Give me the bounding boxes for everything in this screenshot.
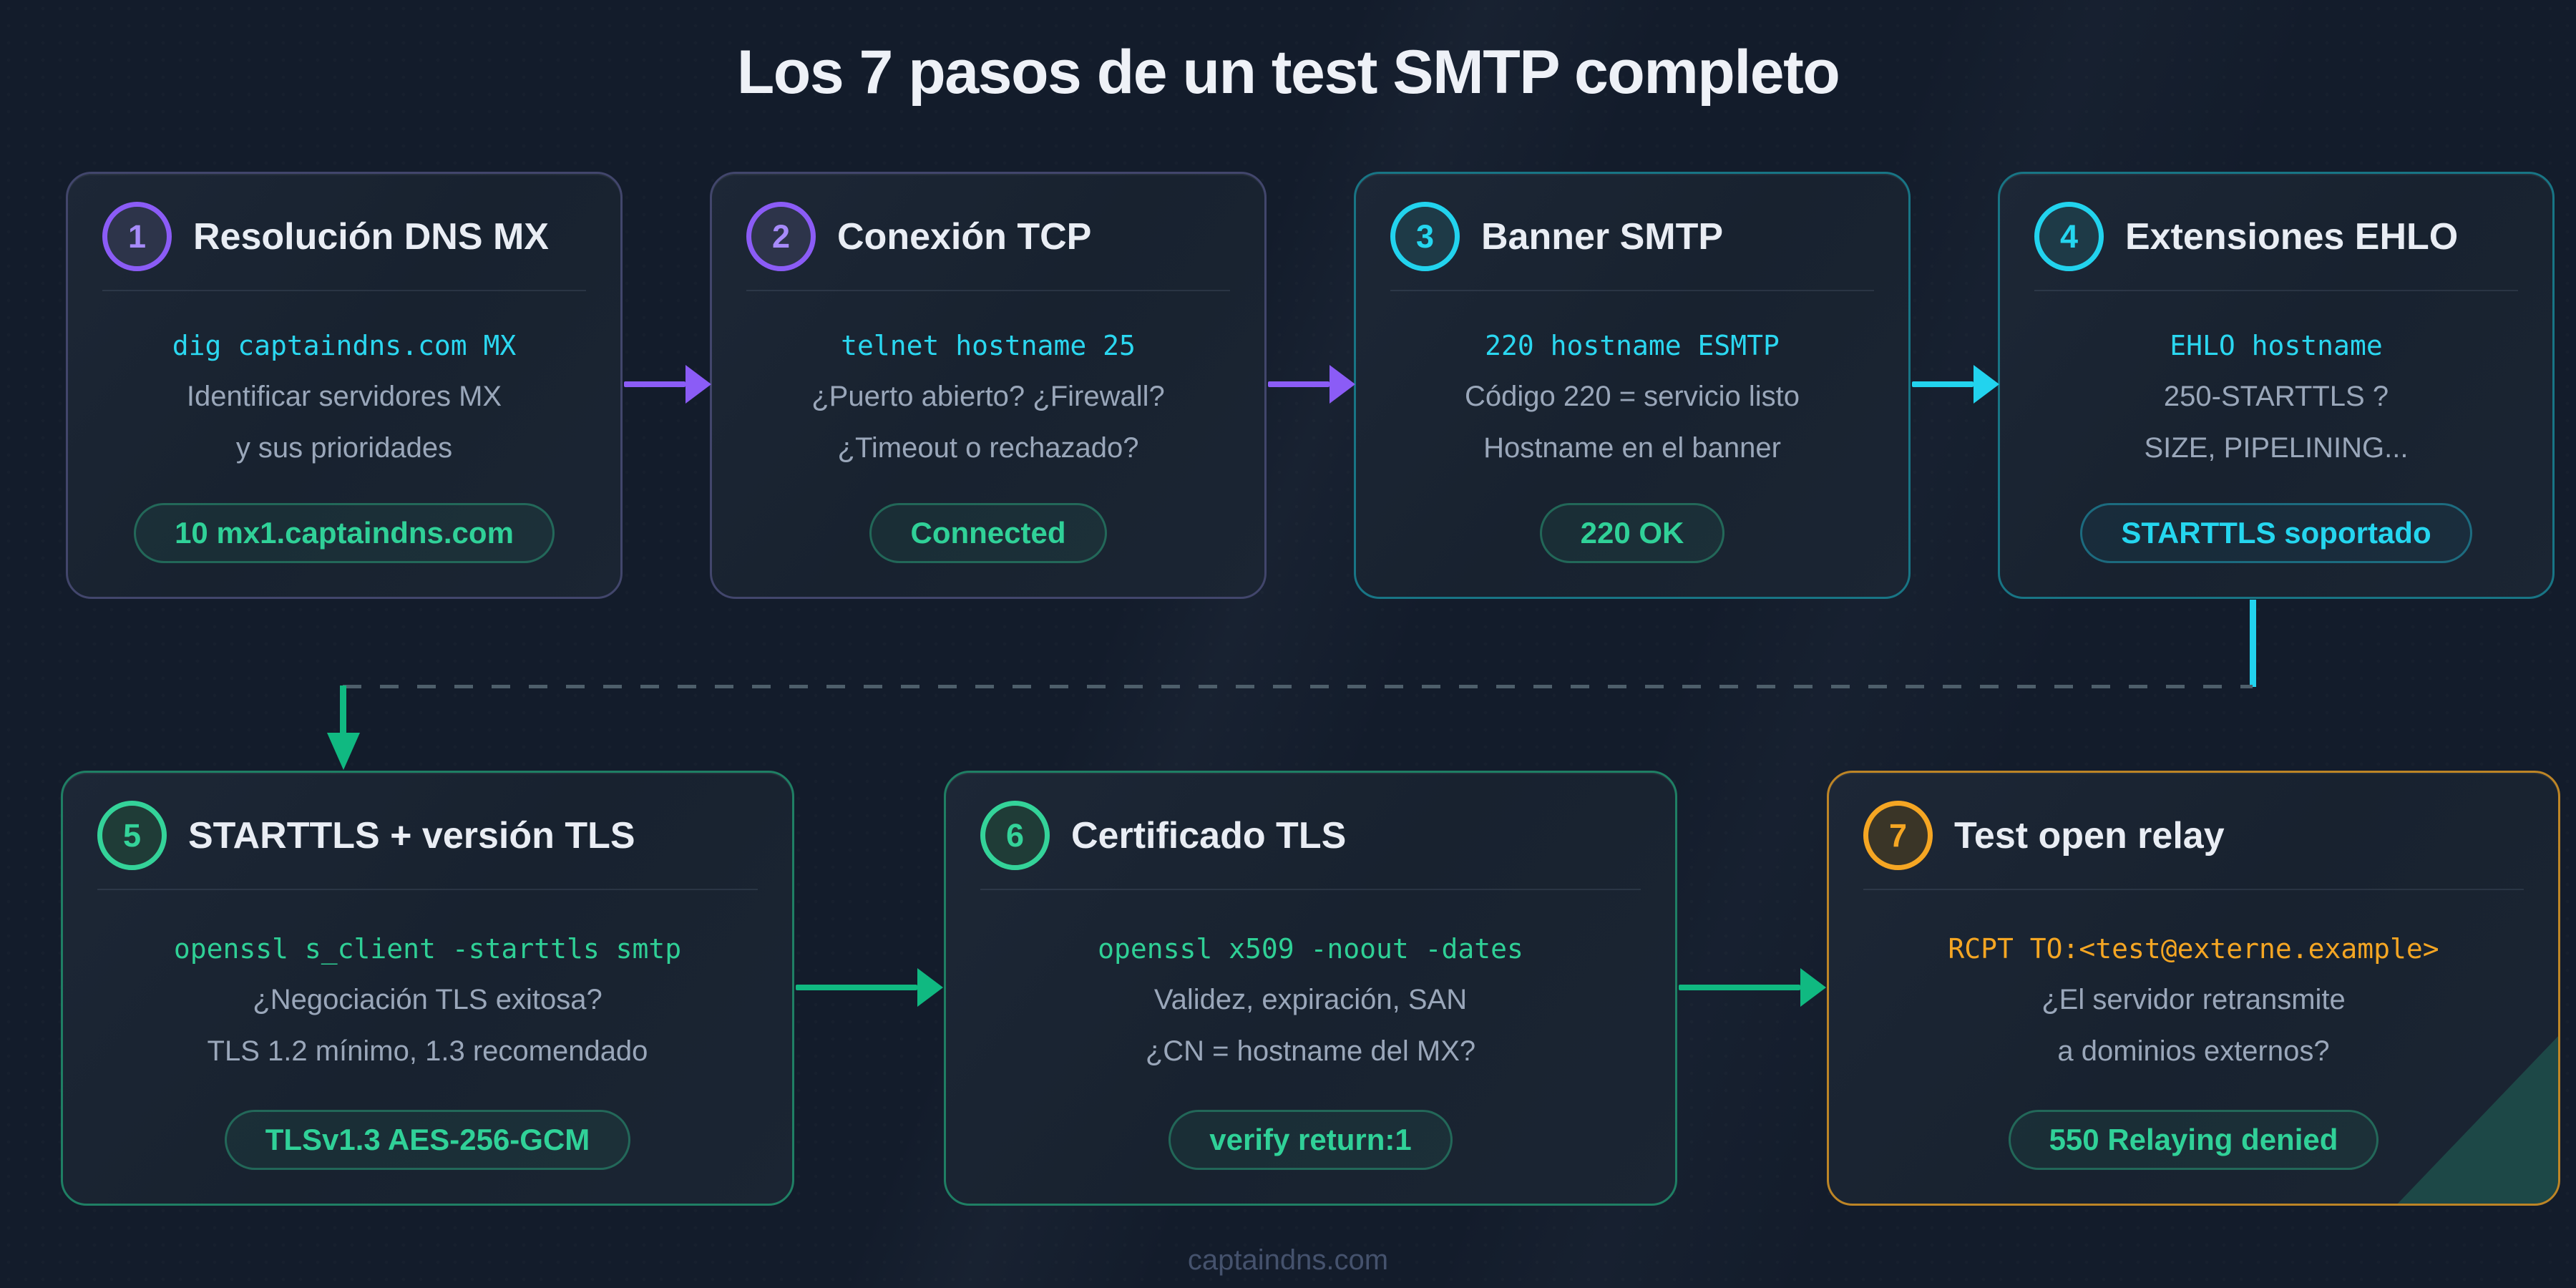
step-1-number-badge: 1: [102, 202, 172, 271]
step-3-badge-row: 220 OK: [1390, 503, 1874, 563]
connector-dashed-line: [343, 685, 2253, 688]
step-3-result-badge: 220 OK: [1539, 503, 1725, 563]
step-4-desc-line-1: 250-STARTTLS ?: [2163, 381, 2389, 412]
step-5-body: openssl s_client -starttls smtp ¿Negocia…: [97, 890, 758, 1110]
arrow-step2-to-step3: [1268, 365, 1355, 404]
step-2-command: telnet hostname 25: [841, 330, 1136, 361]
step-1-result-badge: 10 mx1.captaindns.com: [134, 503, 555, 563]
step-3-desc-line-2: Hostname en el banner: [1483, 432, 1781, 464]
step-1-command: dig captaindns.com MX: [172, 330, 517, 361]
step-6-body: openssl x509 -noout -dates Validez, expi…: [980, 890, 1641, 1110]
step-4-command: EHLO hostname: [2170, 330, 2383, 361]
step-7-body: RCPT TO:<test@externe.example> ¿El servi…: [1863, 890, 2524, 1110]
step-4-number-badge: 4: [2034, 202, 2104, 271]
step-6-desc-line-2: ¿CN = hostname del MX?: [1145, 1035, 1476, 1067]
page-title: Los 7 pasos de un test SMTP completo: [736, 38, 1840, 107]
step-6-badge-row: verify return:1: [980, 1110, 1641, 1170]
arrow-into-step5: [340, 686, 346, 734]
divider: [746, 290, 1230, 291]
step-6-result-badge: verify return:1: [1169, 1110, 1453, 1170]
steps-row-top: 1 Resolución DNS MX dig captaindns.com M…: [66, 172, 2555, 599]
step-6-desc-line-1: Validez, expiración, SAN: [1153, 983, 1468, 1015]
step-3-desc-line-1: Código 220 = servicio listo: [1464, 381, 1800, 412]
step-4-result-badge: STARTTLS soportado: [2080, 503, 2472, 563]
step-5-badge-row: TLSv1.3 AES-256-GCM: [97, 1110, 758, 1170]
step-2-desc-line-1: ¿Puerto abierto? ¿Firewall?: [811, 381, 1165, 412]
step-card-6: 6 Certificado TLS openssl x509 -noout -d…: [944, 771, 1677, 1206]
step-2-number-badge: 2: [746, 202, 816, 271]
step-1-badge-row: 10 mx1.captaindns.com: [102, 503, 586, 563]
arrow-step1-to-step2: [624, 365, 711, 404]
step-2-badge-row: Connected: [746, 503, 1230, 563]
step-card-3: 3 Banner SMTP 220 hostname ESMTP Código …: [1354, 172, 1911, 599]
step-2-result-badge: Connected: [869, 503, 1107, 563]
step-card-5: 5 STARTTLS + versión TLS openssl s_clien…: [61, 771, 794, 1206]
step-2-header: 2 Conexión TCP: [746, 202, 1230, 271]
step-2-desc-line-2: ¿Timeout o rechazado?: [837, 432, 1139, 464]
step-3-number-badge: 3: [1390, 202, 1460, 271]
step-1-title: Resolución DNS MX: [193, 215, 549, 258]
step-7-header: 7 Test open relay: [1863, 801, 2524, 870]
divider: [980, 889, 1641, 890]
step-6-number-badge: 6: [980, 801, 1050, 870]
divider: [1863, 889, 2524, 890]
step-3-command: 220 hostname ESMTP: [1485, 330, 1780, 361]
step-card-7: 7 Test open relay RCPT TO:<test@externe.…: [1827, 771, 2560, 1206]
step-7-desc-line-2: a dominios externos?: [2057, 1035, 2330, 1067]
step-1-desc-line-1: Identificar servidores MX: [186, 381, 502, 412]
step-2-title: Conexión TCP: [837, 215, 1092, 258]
step-4-title: Extensiones EHLO: [2125, 215, 2459, 258]
connector-step4-down-line: [2250, 600, 2256, 687]
step-6-title: Certificado TLS: [1071, 814, 1347, 857]
step-7-desc-line-1: ¿El servidor retransmite: [2041, 983, 2346, 1015]
step-7-title: Test open relay: [1954, 814, 2225, 857]
step-4-header: 4 Extensiones EHLO: [2034, 202, 2518, 271]
step-3-body: 220 hostname ESMTP Código 220 = servicio…: [1390, 291, 1874, 503]
divider: [102, 290, 586, 291]
arrow-step3-to-step4: [1912, 365, 1999, 404]
step-card-4: 4 Extensiones EHLO EHLO hostname 250-STA…: [1998, 172, 2555, 599]
step-7-number-badge: 7: [1863, 801, 1933, 870]
step-3-header: 3 Banner SMTP: [1390, 202, 1874, 271]
step-5-number-badge: 5: [97, 801, 167, 870]
divider: [2034, 290, 2518, 291]
step-6-command: openssl x509 -noout -dates: [1098, 932, 1523, 965]
step-5-header: 5 STARTTLS + versión TLS: [97, 801, 758, 870]
step-4-body: EHLO hostname 250-STARTTLS ? SIZE, PIPEL…: [2034, 291, 2518, 503]
arrow-step5-to-step6: [796, 968, 943, 1007]
step-5-title: STARTTLS + versión TLS: [188, 814, 635, 857]
step-7-command: RCPT TO:<test@externe.example>: [1948, 932, 2439, 965]
step-4-badge-row: STARTTLS soportado: [2034, 503, 2518, 563]
step-2-body: telnet hostname 25 ¿Puerto abierto? ¿Fir…: [746, 291, 1230, 503]
footer-watermark: captaindns.com: [1187, 1244, 1389, 1276]
step-5-desc-line-2: TLS 1.2 mínimo, 1.3 recomendado: [207, 1035, 648, 1067]
step-3-title: Banner SMTP: [1481, 215, 1724, 258]
steps-row-bottom: 5 STARTTLS + versión TLS openssl s_clien…: [61, 771, 2560, 1206]
divider: [1390, 290, 1874, 291]
step-1-header: 1 Resolución DNS MX: [102, 202, 586, 271]
step-6-header: 6 Certificado TLS: [980, 801, 1641, 870]
step-1-body: dig captaindns.com MX Identificar servid…: [102, 291, 586, 503]
step-7-result-badge: 550 Relaying denied: [2008, 1110, 2379, 1170]
step-5-command: openssl s_client -starttls smtp: [173, 932, 682, 965]
step-7-badge-row: 550 Relaying denied: [1863, 1110, 2524, 1170]
step-card-1: 1 Resolución DNS MX dig captaindns.com M…: [66, 172, 623, 599]
step-card-2: 2 Conexión TCP telnet hostname 25 ¿Puert…: [710, 172, 1267, 599]
step-5-result-badge: TLSv1.3 AES-256-GCM: [224, 1110, 631, 1170]
step-4-desc-line-2: SIZE, PIPELINING...: [2144, 432, 2409, 464]
arrow-step6-to-step7: [1679, 968, 1826, 1007]
divider: [97, 889, 758, 890]
step-5-desc-line-1: ¿Negociación TLS exitosa?: [253, 983, 602, 1015]
step-1-desc-line-2: y sus prioridades: [235, 432, 453, 464]
